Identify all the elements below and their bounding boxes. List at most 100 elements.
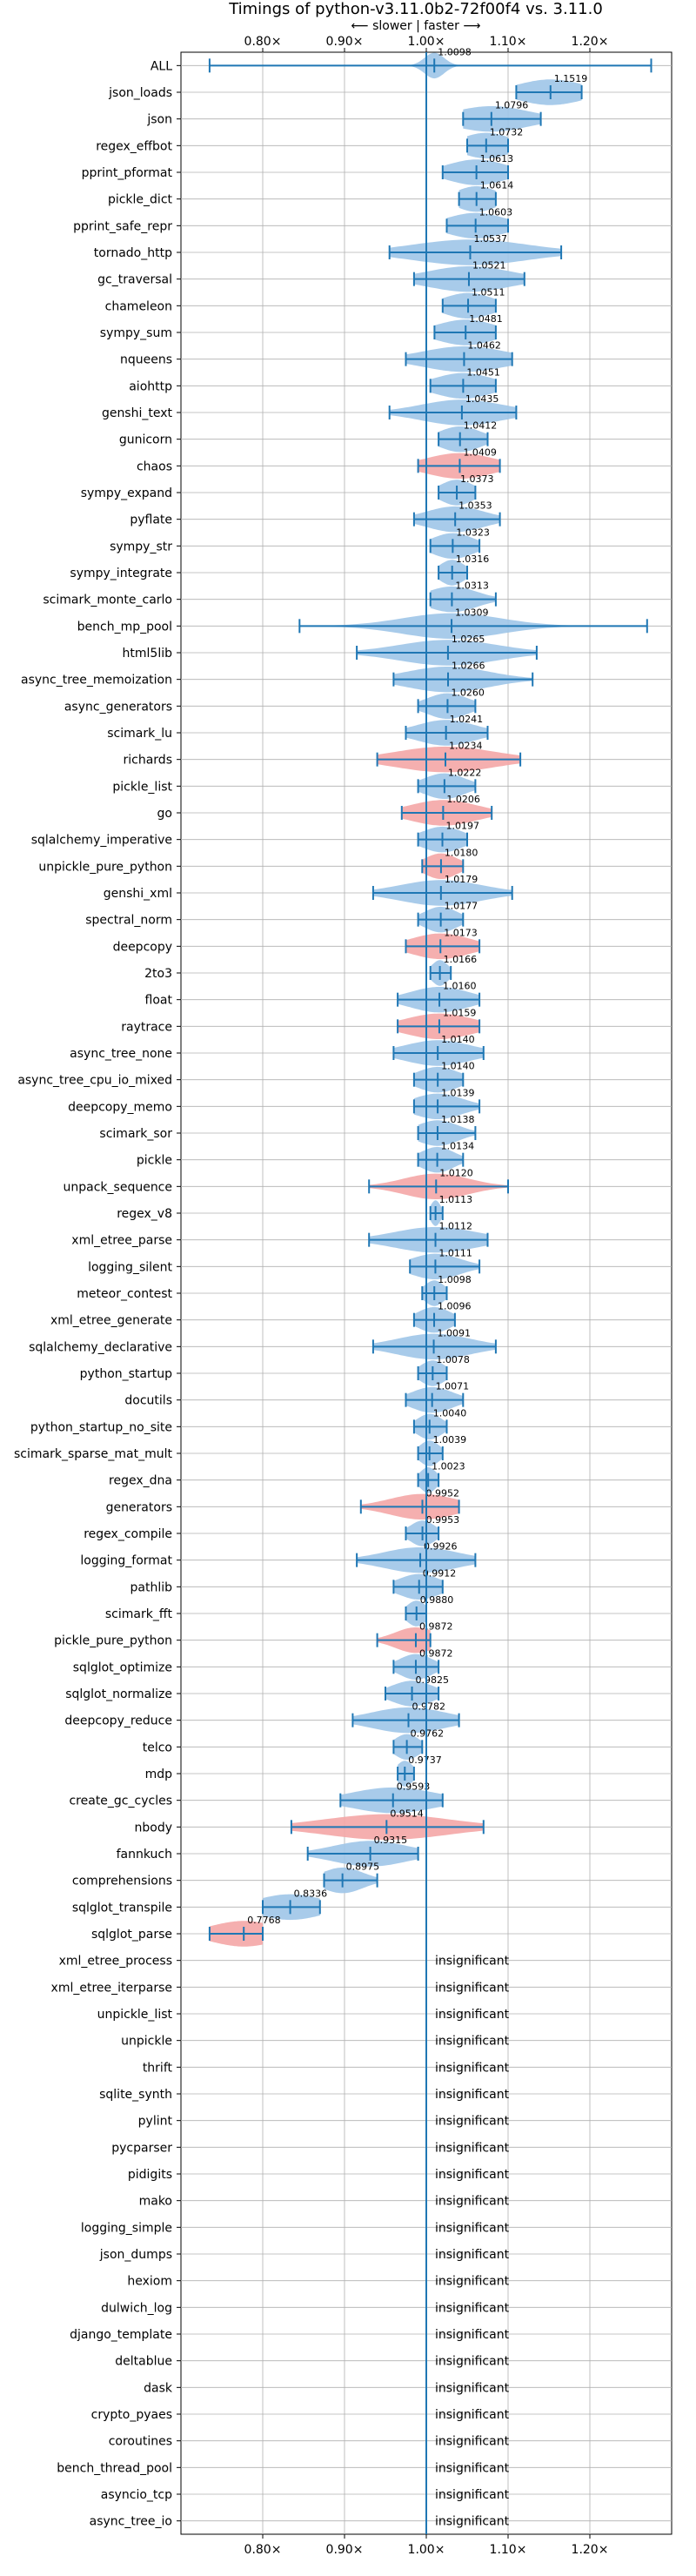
benchmark-label: mako <box>139 2195 172 2209</box>
benchmark-label: gunicorn <box>119 433 172 447</box>
value-label: 0.9953 <box>426 1514 460 1526</box>
benchmark-label: pathlib <box>130 1580 173 1594</box>
x-tick-label-top: 0.80× <box>244 35 282 49</box>
value-label: 1.0112 <box>439 1221 473 1232</box>
x-tick-label-bottom: 1.00× <box>408 2543 445 2557</box>
value-label: 0.8336 <box>294 1888 328 1899</box>
benchmark-label: bench_thread_pool <box>57 2461 172 2475</box>
benchmark-label: xml_etree_generate <box>50 1314 172 1328</box>
benchmark-label: scimark_fft <box>105 1607 173 1621</box>
value-label: 1.0260 <box>451 687 485 698</box>
value-label: 0.9880 <box>420 1594 453 1606</box>
insignificant-label: insignificant <box>435 2408 510 2422</box>
value-label: 1.0120 <box>439 1167 473 1178</box>
benchmark-label: chaos <box>137 460 172 473</box>
benchmark-label: pylint <box>138 2115 173 2129</box>
benchmark-label: spectral_norm <box>85 914 172 928</box>
benchmark-label: scimark_sor <box>99 1127 172 1141</box>
benchmark-label: scimark_monte_carlo <box>43 594 172 607</box>
benchmark-label: async_tree_memoization <box>21 674 172 688</box>
value-label: 1.0138 <box>441 1114 475 1125</box>
value-label: 1.0222 <box>448 767 482 778</box>
value-label: 0.9315 <box>374 1835 408 1846</box>
value-label: 1.1519 <box>554 73 588 84</box>
benchmark-label: async_generators <box>64 700 172 714</box>
benchmark-label: pprint_pformat <box>82 166 173 180</box>
benchmark-label: unpickle_list <box>97 2008 173 2022</box>
benchmark-label: sqlite_synth <box>99 2088 172 2102</box>
x-tick-label-top: 1.00× <box>408 35 445 49</box>
insignificant-label: insignificant <box>435 2088 510 2102</box>
insignificant-label: insignificant <box>435 2381 510 2395</box>
benchmark-label: go <box>157 807 172 821</box>
benchmark-label: fannkuch <box>117 1848 172 1862</box>
benchmark-label: async_tree_none <box>70 1047 172 1061</box>
value-label: 0.9926 <box>424 1541 458 1553</box>
benchmark-label: pickle_list <box>112 780 172 794</box>
value-label: 0.9872 <box>419 1621 453 1633</box>
benchmark-label: async_tree_io <box>90 2515 172 2529</box>
value-label: 1.0265 <box>452 634 485 645</box>
insignificant-label: insignificant <box>435 2515 510 2529</box>
benchmark-label: pickle_dict <box>108 193 173 207</box>
value-label: 1.0614 <box>480 180 514 191</box>
benchmark-label: pyflate <box>130 513 172 527</box>
value-label: 1.0206 <box>446 794 480 805</box>
benchmark-label: sqlalchemy_imperative <box>31 834 172 848</box>
value-label: 1.0180 <box>445 847 478 858</box>
value-label: 1.0113 <box>439 1194 473 1205</box>
benchmark-label: dask <box>144 2381 173 2395</box>
value-label: 1.0373 <box>460 473 494 485</box>
benchmark-label: chameleon <box>105 299 172 313</box>
benchmark-label: deepcopy <box>113 940 172 954</box>
benchmark-label: crypto_pyaes <box>91 2408 172 2422</box>
benchmark-label: async_tree_cpu_io_mixed <box>17 1074 172 1088</box>
insignificant-label: insignificant <box>435 2248 510 2262</box>
value-label: 0.9737 <box>408 1754 442 1766</box>
value-label: 1.0323 <box>456 527 490 538</box>
benchmark-label: xml_etree_iterparse <box>51 1981 172 1995</box>
benchmark-label: xml_etree_process <box>59 1955 172 1969</box>
insignificant-label: insignificant <box>435 2035 510 2049</box>
benchmark-label: 2to3 <box>144 967 172 981</box>
value-label: 1.0796 <box>495 100 529 111</box>
value-label: 1.0412 <box>464 420 498 432</box>
value-label: 1.0309 <box>455 607 489 618</box>
value-label: 1.0159 <box>443 1007 477 1018</box>
benchmark-label: genshi_xml <box>104 887 172 901</box>
insignificant-label: insignificant <box>435 2008 510 2022</box>
value-label: 1.0134 <box>441 1141 475 1152</box>
value-label: 1.0179 <box>445 874 478 885</box>
value-label: 1.0234 <box>449 741 483 752</box>
value-label: 1.0098 <box>438 46 472 57</box>
chart-subtitle: ⟵ slower | faster ⟶ <box>351 19 481 33</box>
value-label: 1.0078 <box>436 1354 470 1365</box>
value-label: 0.9593 <box>397 1781 431 1793</box>
insignificant-label: insignificant <box>435 2488 510 2502</box>
benchmark-label: mdp <box>145 1768 173 1781</box>
value-label: 1.0098 <box>438 1274 472 1285</box>
benchmark-label: python_startup_no_site <box>30 1420 172 1434</box>
benchmark-label: dulwich_log <box>101 2301 172 2315</box>
x-tick-label-bottom: 1.10× <box>490 2543 527 2557</box>
x-tick-label-top: 1.20× <box>572 35 609 49</box>
value-label: 1.0140 <box>441 1034 475 1045</box>
benchmark-label: raytrace <box>121 1020 172 1034</box>
benchmark-label: sympy_sum <box>100 326 172 340</box>
value-label: 1.0316 <box>456 553 490 565</box>
plot-area: 0.80× 0.80× 0.90× 0.90× 1.00× 1.00× 1.10× 1.10×… <box>14 35 673 2557</box>
value-label: 1.0039 <box>433 1434 467 1446</box>
benchmark-label: hexiom <box>127 2275 172 2289</box>
benchmark-label: json <box>146 113 172 127</box>
benchmark-label: sympy_expand <box>81 486 172 500</box>
benchmark-label: pprint_safe_repr <box>73 219 172 233</box>
insignificant-label: insignificant <box>435 2195 510 2209</box>
benchmark-label: django_template <box>70 2328 172 2342</box>
value-label: 1.0023 <box>432 1461 465 1472</box>
benchmark-label: ALL <box>151 59 172 73</box>
value-label: 1.0166 <box>444 954 478 965</box>
insignificant-label: insignificant <box>435 2061 510 2075</box>
benchmark-label: aiohttp <box>129 379 172 393</box>
benchmark-label: sqlglot_transpile <box>72 1901 172 1915</box>
benchmark-label: create_gc_cycles <box>69 1794 172 1808</box>
